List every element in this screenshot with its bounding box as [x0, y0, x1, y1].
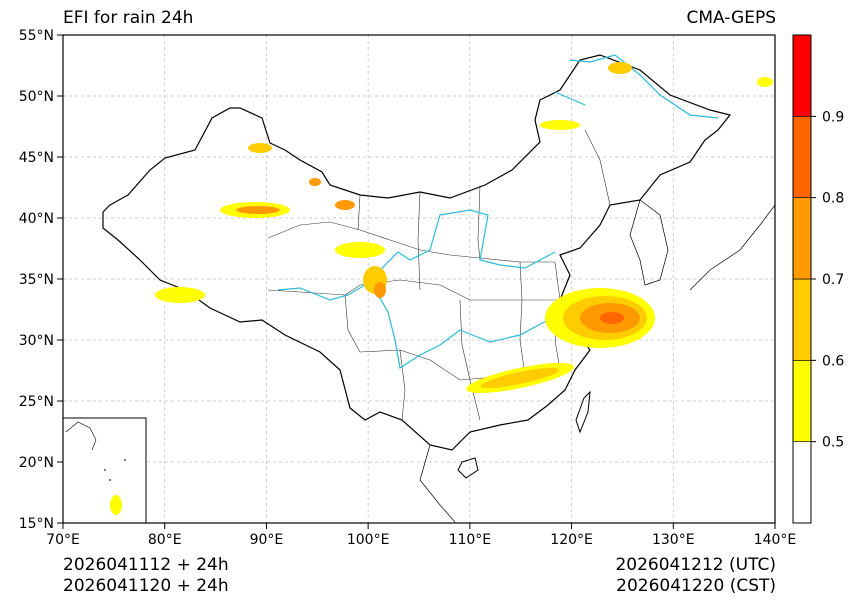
lon-tick-label: 120°E [550, 532, 593, 548]
lon-tick-label: 80°E [148, 532, 182, 548]
colorbar-bin [792, 441, 812, 524]
colorbar-labels: 0.5 0.6 0.7 0.8 0.9 [811, 109, 844, 451]
colorbar [792, 34, 812, 524]
lat-tick-label: 55°N [19, 28, 54, 44]
efi-shading [155, 62, 773, 394]
colorbar-bin [792, 278, 812, 361]
colorbar-tick-label: 0.9 [822, 109, 844, 125]
lon-tick-label: 110°E [449, 532, 492, 548]
colorbar-tick-label: 0.7 [822, 272, 844, 288]
valid-cst: 2026041220 (CST) [616, 576, 776, 596]
map-title: EFI for rain 24h [63, 8, 194, 28]
valid-utc: 2026041212 (UTC) [615, 555, 776, 575]
taiwan-outline [575, 390, 591, 434]
lat-tick-label: 45°N [19, 150, 54, 166]
lon-tick-label: 90°E [250, 532, 284, 548]
lon-tick-label: 100°E [347, 532, 390, 548]
colorbar-tick-label: 0.8 [822, 191, 844, 207]
lon-tick-label: 140°E [754, 532, 797, 548]
lat-tick-label: 25°N [19, 394, 54, 410]
colorbar-bin [792, 360, 812, 442]
model-name: CMA-GEPS [686, 8, 776, 28]
colorbar-bin [792, 197, 812, 280]
china-border [102, 54, 732, 451]
rivers [277, 54, 719, 369]
lat-tick-label: 15°N [19, 516, 54, 532]
japan-coast [689, 204, 776, 291]
lat-tick-label: 35°N [19, 272, 54, 288]
vietnam-coast [419, 444, 456, 523]
colorbar-bin [792, 34, 812, 117]
init-utc: 2026041112 + 24h [63, 555, 229, 575]
south-china-sea-inset [62, 417, 147, 524]
colorbar-tick-label: 0.6 [822, 353, 844, 369]
lon-tick-label: 70°E [46, 532, 80, 548]
hainan-outline [457, 457, 479, 479]
lat-axis: 15°N 20°N 25°N 30°N 35°N 40°N 45°N 50°N 55°N [19, 28, 63, 532]
lat-tick-label: 20°N [19, 455, 54, 471]
colorbar-tick-label: 0.5 [822, 435, 844, 451]
colorbar-bin [792, 116, 812, 198]
init-time-block: 2026041112 + 24h 2026041120 + 24h [63, 555, 229, 597]
lon-tick-label: 130°E [652, 532, 695, 548]
lat-tick-label: 50°N [19, 89, 54, 105]
init-cst: 2026041120 + 24h [63, 576, 229, 596]
valid-time-block: 2026041212 (UTC) 2026041220 (CST) [540, 555, 776, 597]
korea-coast [629, 199, 669, 286]
lat-tick-label: 40°N [19, 211, 54, 227]
lon-axis: 70°E 80°E 90°E 100°E 110°E 120°E 130°E 140°E [46, 523, 796, 548]
lat-tick-label: 30°N [19, 333, 54, 349]
